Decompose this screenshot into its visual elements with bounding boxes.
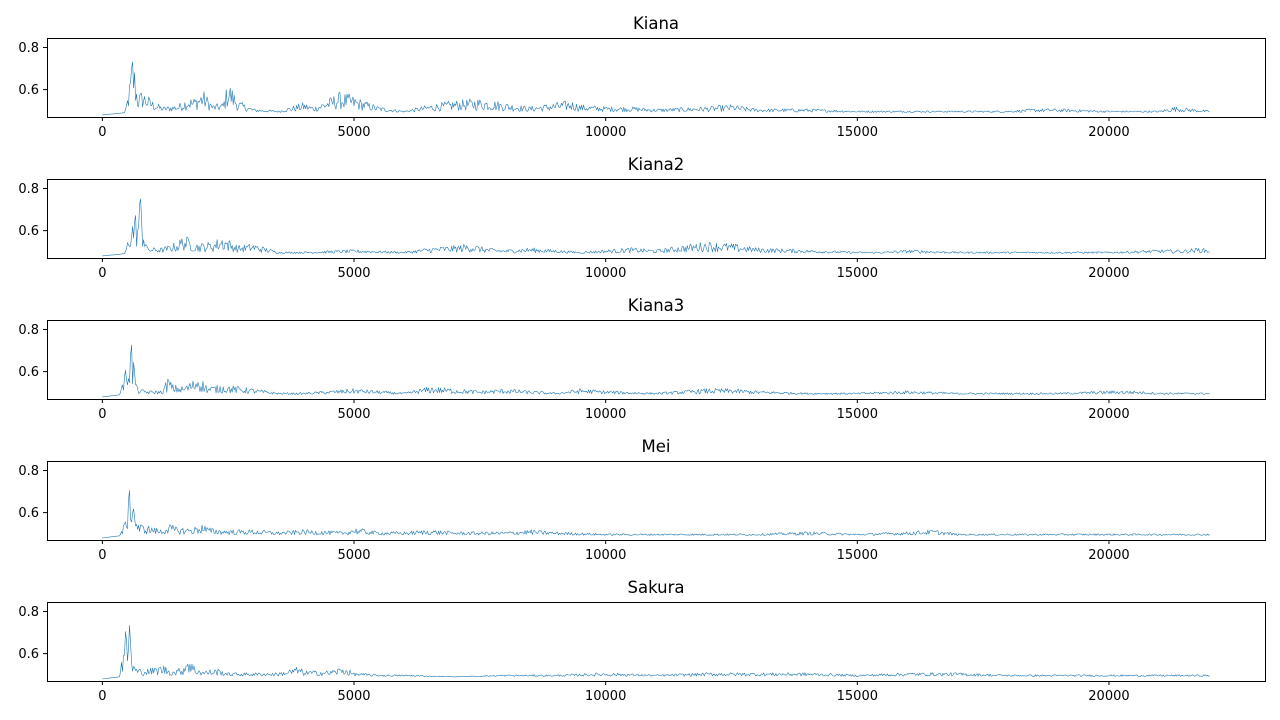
axes-frame [47, 461, 1266, 541]
series-line [102, 625, 1210, 680]
x-tick-label: 20000 [1088, 407, 1129, 422]
series-line [102, 61, 1210, 116]
x-tick-label: 0 [98, 548, 106, 563]
x-tick-label: 5000 [337, 689, 370, 704]
x-tick-label: 10000 [585, 689, 626, 704]
x-tick-label: 20000 [1088, 266, 1129, 281]
series-line [102, 198, 1210, 257]
y-tick-label: 0.6 [18, 83, 39, 98]
subplot-2: Kiana3 0 5000 10000 15000 20000 0.6 0.8 [18, 296, 1266, 422]
x-tick-label: 0 [98, 407, 106, 422]
series-line [102, 344, 1210, 398]
y-tick-label: 0.6 [18, 506, 39, 521]
subplot-4: Sakura 0 5000 10000 15000 20000 0.6 0.8 [18, 578, 1266, 704]
x-tick-label: 5000 [337, 548, 370, 563]
x-tick-label: 0 [98, 125, 106, 140]
y-tick-label: 0.8 [18, 323, 39, 338]
x-tick-label: 5000 [337, 266, 370, 281]
y-tick-label: 0.8 [18, 182, 39, 197]
x-tick-label: 15000 [837, 407, 878, 422]
axes-frame [47, 179, 1266, 259]
y-tick-label: 0.6 [18, 224, 39, 239]
subplot-0: Kiana 0 5000 10000 15000 20000 0.6 0.8 [18, 14, 1266, 140]
y-tick-label: 0.6 [18, 647, 39, 662]
x-tick-label: 5000 [337, 125, 370, 140]
y-tick-label: 0.8 [18, 41, 39, 56]
subplot-title: Kiana2 [628, 155, 685, 174]
subplot-1: Kiana2 0 5000 10000 15000 20000 0.6 0.8 [18, 155, 1266, 281]
y-tick-label: 0.8 [18, 605, 39, 620]
x-tick-label: 10000 [585, 407, 626, 422]
subplot-title: Sakura [628, 578, 685, 597]
x-tick-label: 20000 [1088, 689, 1129, 704]
x-tick-label: 10000 [585, 125, 626, 140]
subplot-3: Mei 0 5000 10000 15000 20000 0.6 0.8 [18, 437, 1266, 563]
axes-frame [47, 602, 1266, 682]
series-line [102, 490, 1210, 539]
x-tick-label: 0 [98, 266, 106, 281]
x-tick-label: 15000 [837, 689, 878, 704]
axes-frame [47, 320, 1266, 400]
y-tick-label: 0.8 [18, 464, 39, 479]
x-tick-label: 5000 [337, 407, 370, 422]
subplot-title: Kiana [633, 14, 679, 33]
x-tick-label: 15000 [837, 125, 878, 140]
y-tick-label: 0.6 [18, 365, 39, 380]
x-tick-label: 10000 [585, 266, 626, 281]
subplot-title: Mei [642, 437, 671, 456]
x-tick-label: 20000 [1088, 125, 1129, 140]
x-tick-label: 20000 [1088, 548, 1129, 563]
x-tick-label: 15000 [837, 548, 878, 563]
x-tick-label: 15000 [837, 266, 878, 281]
x-tick-label: 0 [98, 689, 106, 704]
x-tick-label: 10000 [585, 548, 626, 563]
subplot-title: Kiana3 [628, 296, 685, 315]
axes-frame [47, 38, 1266, 118]
